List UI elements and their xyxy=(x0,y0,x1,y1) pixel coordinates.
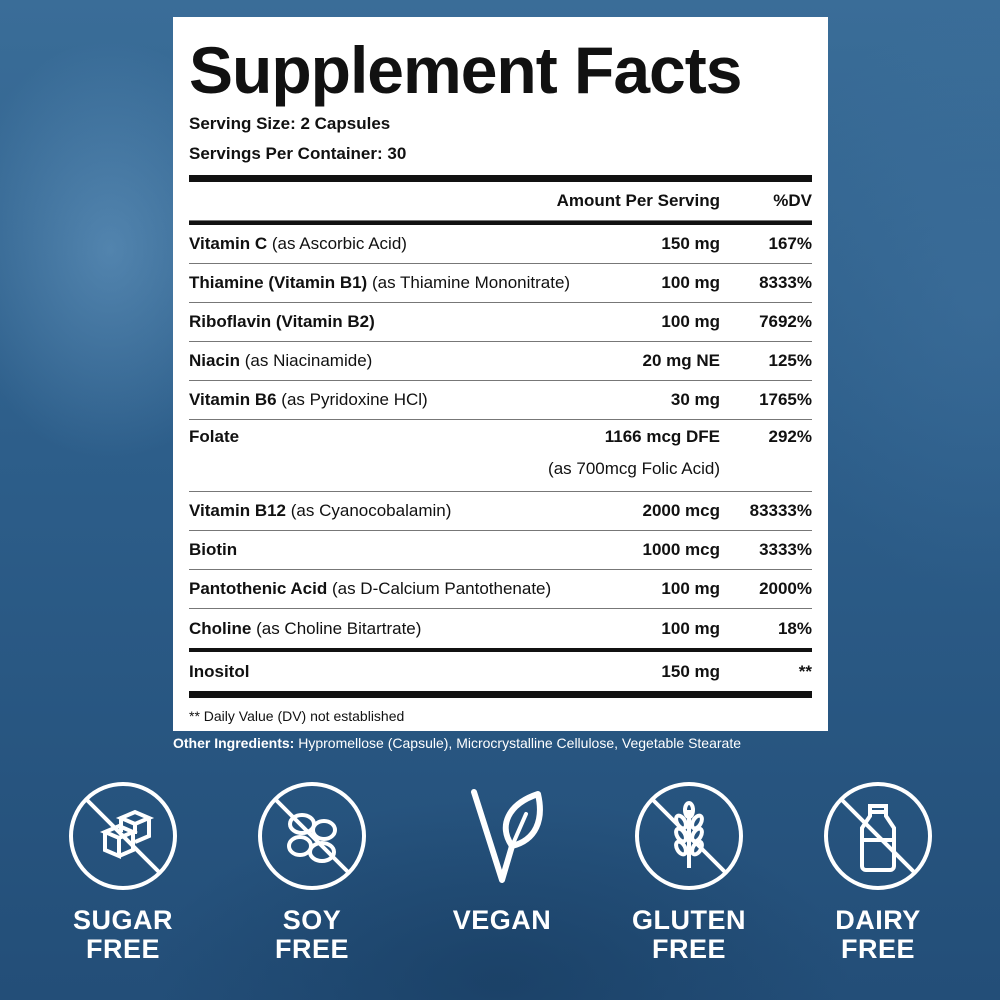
badge-dairy-free: DAIRY FREE xyxy=(813,780,943,964)
nutrient-row-vitamin-b6: Vitamin B6 (as Pyridoxine HCl) 30 mg 176… xyxy=(189,381,812,420)
nutrient-row-pantothenic-acid: Pantothenic Acid (as D-Calcium Pantothen… xyxy=(189,570,812,609)
divider-thick-2 xyxy=(189,691,812,698)
divider-mid xyxy=(189,221,812,225)
header-dv: %DV xyxy=(773,191,812,210)
servings-per-container: Servings Per Container: 30 xyxy=(189,144,407,163)
other-ingredients-label: Other Ingredients: xyxy=(173,735,295,751)
vegan-leaf-icon xyxy=(471,789,543,883)
nutrient-row-folate: Folate 1166 mcg DFE (as 700mcg Folic Acid… xyxy=(189,420,812,492)
badge-gluten-free-line1: GLUTEN xyxy=(632,905,746,935)
badge-sugar-free-line2: FREE xyxy=(85,934,160,964)
other-ingredients-text: Hypromellose (Capsule), Microcrystalline… xyxy=(294,735,742,751)
badge-dairy-free-line1: DAIRY xyxy=(835,905,921,935)
serving-size: Serving Size: 2 Capsules xyxy=(189,114,391,133)
badge-sugar-free-line1: SUGAR xyxy=(72,905,173,935)
nutrient-row-inositol: Inositol 150 mg ** xyxy=(189,661,812,681)
nutrient-row-niacin: Niacin (as Niacinamide) 20 mg NE 125% xyxy=(189,342,812,381)
wheat-icon xyxy=(635,782,743,890)
nutrient-row-vitamin-c: Vitamin C (as Ascorbic Acid) 150 mg 167% xyxy=(189,225,812,264)
header-amount: Amount Per Serving xyxy=(556,191,720,210)
milk-bottle-icon xyxy=(824,782,932,890)
badge-soy-free: SOY FREE xyxy=(247,780,377,964)
badge-vegan: VEGAN xyxy=(437,780,567,935)
badge-soy-free-line2: FREE xyxy=(274,934,349,964)
badge-soy-free-line1: SOY xyxy=(282,905,342,935)
other-ingredients: Other Ingredients: Hypromellose (Capsule… xyxy=(173,735,741,751)
footnote: ** Daily Value (DV) not established xyxy=(189,708,405,724)
nutrient-row-vitamin-b12: Vitamin B12 (as Cyanocobalamin) 2000 mcg… xyxy=(189,492,812,531)
supplement-facts-panel: Supplement Facts Serving Size: 2 Capsule… xyxy=(173,17,828,731)
soybean-icon xyxy=(258,782,366,890)
badge-gluten-free: GLUTEN FREE xyxy=(624,780,754,964)
badge-vegan-line1: VEGAN xyxy=(452,905,552,935)
header-row: Amount Per Serving %DV xyxy=(189,182,812,221)
nutrient-row-riboflavin: Riboflavin (Vitamin B2) 100 mg 7692% xyxy=(189,303,812,342)
badge-sugar-free: SUGAR FREE xyxy=(58,780,188,964)
nutrient-row-thiamine: Thiamine (Vitamin B1) (as Thiamine Monon… xyxy=(189,264,812,303)
badge-dairy-free-line2: FREE xyxy=(840,934,915,964)
nutrient-row-choline: Choline (as Choline Bitartrate) 100 mg 1… xyxy=(189,618,812,638)
divider-mid-2 xyxy=(189,648,812,652)
divider-thick xyxy=(189,175,812,182)
sugar-cube-icon xyxy=(69,782,177,890)
nutrient-row-biotin: Biotin 1000 mcg 3333% xyxy=(189,531,812,570)
panel-title: Supplement Facts xyxy=(189,33,742,107)
badge-gluten-free-line2: FREE xyxy=(651,934,726,964)
